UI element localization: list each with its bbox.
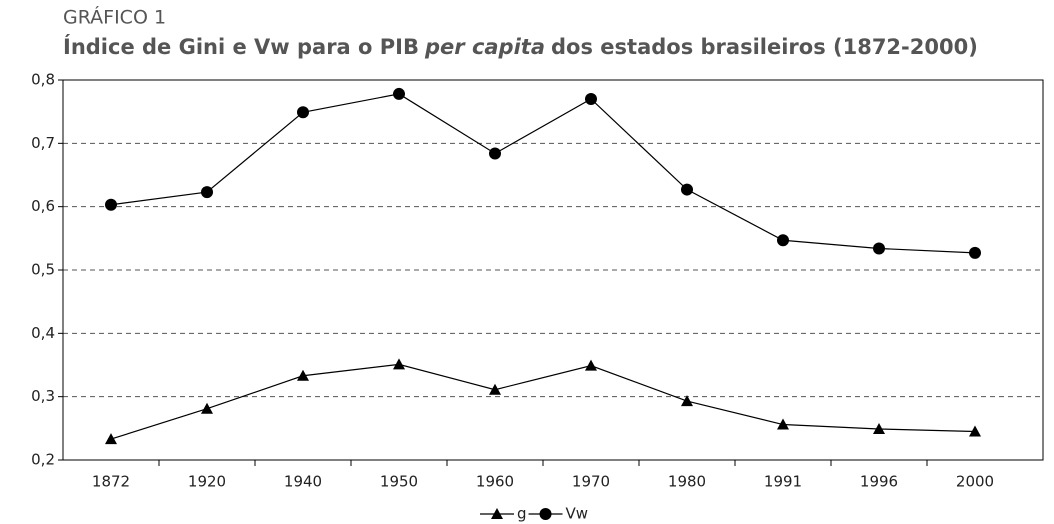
x-tick-label: 1970 [572, 473, 610, 491]
point [585, 359, 597, 371]
y-tick-label: 0,5 [31, 261, 55, 279]
point [969, 425, 981, 437]
point [297, 106, 309, 119]
point [489, 383, 501, 395]
point [873, 422, 885, 434]
series-line [110, 363, 976, 440]
legend-label: g [517, 505, 527, 523]
title-part: dos estados brasileiros (1872-2000) [551, 35, 978, 59]
chart-title: Índice de Gini e Vw para o PIB per capita… [63, 34, 978, 59]
series-line [110, 93, 976, 254]
title-part: per capita [424, 35, 545, 59]
point [393, 358, 405, 370]
y-tick-label: 0,8 [31, 71, 55, 89]
point [777, 234, 789, 247]
point [969, 246, 981, 259]
y-tick-label: 0,2 [31, 451, 55, 469]
y-tick-label: 0,3 [31, 387, 55, 405]
point [491, 508, 503, 519]
x-tick-label: 1996 [860, 473, 898, 491]
x-tick-label: 1920 [188, 473, 226, 491]
x-tick-label: 2000 [956, 473, 994, 491]
y-tick-label: 0,6 [31, 197, 55, 215]
point [105, 198, 117, 211]
y-tick-label: 0,7 [31, 134, 55, 152]
legend-label: Vw [566, 505, 589, 523]
point [873, 242, 885, 255]
point [585, 93, 597, 105]
title-part: Índice de Gini e Vw para o PIB [63, 34, 419, 59]
chart-label: GRÁFICO 1 [63, 6, 166, 29]
point [297, 369, 309, 381]
x-tick-label: 1950 [380, 473, 418, 491]
x-tick-label: 1980 [668, 473, 706, 491]
x-tick-label: 1991 [764, 473, 802, 491]
point [539, 508, 552, 520]
point [201, 402, 213, 414]
point [393, 87, 405, 100]
point [105, 433, 117, 445]
point [489, 147, 501, 160]
x-tick-label: 1872 [92, 473, 130, 491]
x-tick-label: 1940 [284, 473, 322, 491]
point [201, 186, 213, 199]
x-tick-label: 1960 [476, 473, 514, 491]
point [777, 418, 789, 430]
point [681, 183, 693, 196]
point [681, 395, 693, 407]
plot-frame [62, 79, 1044, 461]
y-tick-label: 0,4 [31, 324, 55, 342]
